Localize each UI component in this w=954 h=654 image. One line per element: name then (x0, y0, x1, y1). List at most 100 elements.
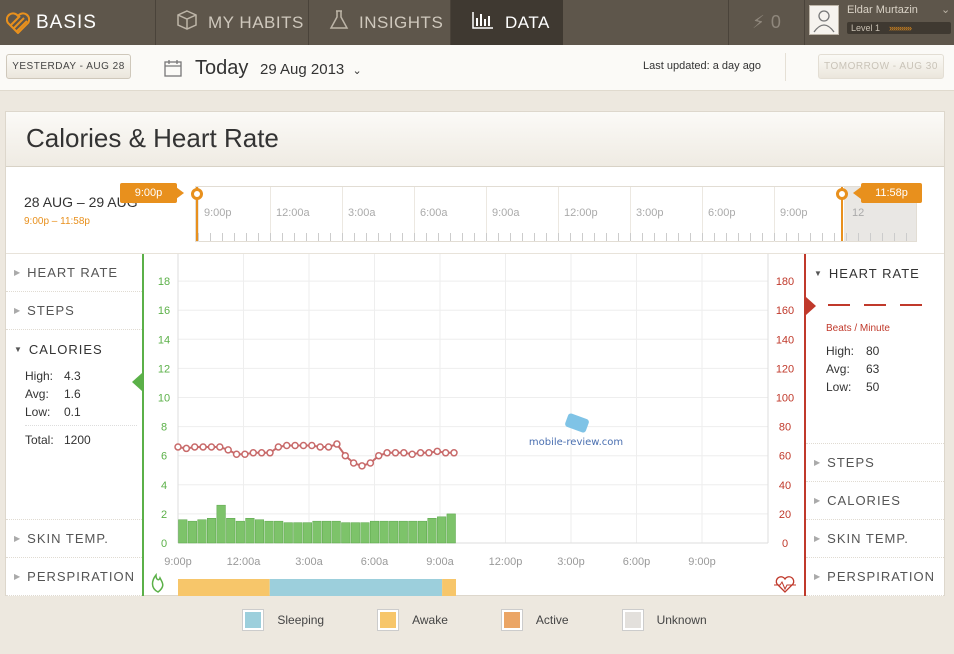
heart-rate-point (408, 450, 416, 458)
divider (785, 53, 786, 81)
next-day-button[interactable]: TOMORROW - AUG 30 (818, 54, 944, 79)
calories-avg-value: 1.6 (64, 387, 81, 401)
right-item-steps[interactable]: ▶ STEPS (806, 444, 944, 482)
calories-low-value: 0.1 (64, 405, 81, 419)
right-item-calories[interactable]: ▶ CALORIES (806, 482, 944, 520)
y-left-tick-label: 8 (161, 422, 167, 434)
end-handle-knob[interactable] (836, 188, 848, 200)
calories-high-label: High: (25, 369, 54, 383)
cube-icon (176, 9, 198, 36)
basis-logo[interactable]: BASIS (0, 0, 155, 45)
card-header: Calories & Heart Rate (6, 112, 944, 167)
y-right-tick-label: 120 (776, 363, 794, 375)
legend-swatch (242, 609, 265, 631)
left-item-calories[interactable]: ▼ CALORIES (6, 330, 142, 368)
timeline-tick (858, 233, 859, 241)
start-handle-knob[interactable] (191, 188, 203, 200)
timeline-tick (414, 233, 415, 241)
timeline-tick (654, 233, 655, 241)
timeline-tick (594, 233, 595, 241)
timeline-separator (630, 187, 631, 242)
timeline-track[interactable]: 9:00p 12:00a 3:00a 6:00a 9:00a 12:00p 3:00p 6:0… (195, 186, 917, 242)
calories-low-label: Low: (25, 405, 51, 419)
chevron-down-icon[interactable]: ⌄ (941, 4, 951, 16)
y-right-tick-label: 80 (779, 422, 791, 434)
timeline-tick (750, 233, 751, 241)
user-level: Level 1 (851, 23, 881, 33)
date-selector[interactable]: 29 Aug 2013 ⌄ (260, 61, 362, 78)
calories-avg-label: Avg: (25, 387, 49, 401)
user-menu[interactable]: Eldar Murtazin Level 1 ››››››››››› ⌄ (804, 0, 954, 45)
legend-awake: Awake (377, 609, 448, 631)
legend-label: Active (535, 613, 569, 627)
activity-segment (269, 579, 443, 596)
range-dates: 28 AUG – 29 AUG (24, 194, 138, 210)
chevron-right-icon: ▶ (814, 572, 822, 581)
timeline-tick (282, 233, 283, 241)
y-right-tick-label: 40 (779, 480, 791, 492)
user-avatar-icon (813, 10, 835, 33)
tab-my-habits[interactable]: MY HABITS (155, 0, 308, 45)
left-item-steps[interactable]: ▶ STEPS (6, 292, 142, 330)
calorie-bar (408, 520, 418, 544)
heart-rate-point (358, 462, 366, 470)
tab-label: INSIGHTS (359, 12, 444, 32)
item-label: HEART RATE (828, 265, 920, 281)
item-label: HEART RATE (27, 265, 119, 280)
timeline-tick (534, 233, 535, 241)
timeline-tick (726, 233, 727, 241)
right-item-heart-rate[interactable]: ▼ HEART RATE (806, 254, 944, 292)
heart-rate-pointer (806, 297, 816, 315)
end-time-handle[interactable]: 11:58p (861, 183, 922, 203)
calorie-bar (389, 520, 399, 544)
calories-high-value: 4.3 (64, 369, 81, 383)
left-item-skin-temp[interactable]: ▶ SKIN TEMP. (6, 520, 142, 558)
calories-total-label: Total: (25, 433, 54, 447)
time-range-selector: 28 AUG – 29 AUG 9:00p – 11:58p 9:00p 12:0… (6, 167, 944, 254)
timeline-tick (318, 233, 319, 241)
right-item-skin-temp[interactable]: ▶ SKIN TEMP. (806, 520, 944, 558)
user-level-bar: Level 1 ››››››››››› (847, 22, 951, 34)
timeline-label: 9:00a (492, 207, 520, 219)
calorie-bar (360, 522, 370, 544)
timeline-tick (258, 233, 259, 241)
heart-rate-point (383, 449, 391, 457)
y-right-tick-label: 140 (776, 334, 794, 346)
calorie-bar (417, 520, 427, 544)
hr-unit: Beats / Minute (826, 323, 890, 334)
timeline-tick (678, 233, 679, 241)
timeline-tick (210, 233, 211, 241)
watermark-logo (565, 413, 589, 433)
bar-chart-icon (471, 10, 495, 35)
calories-pointer (132, 373, 142, 391)
timeline-tick (870, 233, 871, 241)
heart-rate-point (207, 443, 216, 451)
points-counter[interactable]: ⚡ 0 (728, 0, 804, 45)
hr-avg-value: 63 (866, 362, 880, 376)
tab-data[interactable]: DATA (450, 0, 563, 45)
left-item-heart-rate[interactable]: ▶ HEART RATE (6, 254, 142, 292)
calorie-bar (187, 520, 197, 544)
calories-heart-rate-chart: 0 2 4 6 8 10 12 14 16 18 0 20 40 60 80 100 120 140 160 180 9… (142, 254, 806, 596)
chevron-down-icon: ⌄ (352, 65, 362, 77)
calorie-bar (254, 519, 265, 544)
timeline-tick (906, 233, 907, 241)
x-tick-label: 12:00p (489, 556, 523, 568)
divider (25, 425, 137, 426)
item-label: SKIN TEMP. (27, 531, 109, 546)
heart-rate-point (374, 451, 383, 460)
tab-insights[interactable]: INSIGHTS (308, 0, 450, 45)
timeline-label: 12:00p (564, 207, 598, 219)
right-item-perspiration[interactable]: ▶ PERSPIRATION (806, 558, 944, 596)
calendar-icon[interactable] (164, 59, 182, 82)
timeline-tick (354, 233, 355, 241)
timeline-tick (474, 233, 475, 241)
calorie-bar (322, 520, 332, 544)
start-time-handle[interactable]: 9:00p (120, 183, 177, 203)
left-item-perspiration[interactable]: ▶ PERSPIRATION (6, 558, 142, 596)
chevron-right-icon: ▶ (14, 572, 22, 581)
heart-rate-point (316, 443, 324, 451)
previous-day-button[interactable]: YESTERDAY - AUG 28 (6, 54, 131, 79)
calorie-bar (178, 519, 188, 544)
heart-rate-point (299, 441, 308, 450)
